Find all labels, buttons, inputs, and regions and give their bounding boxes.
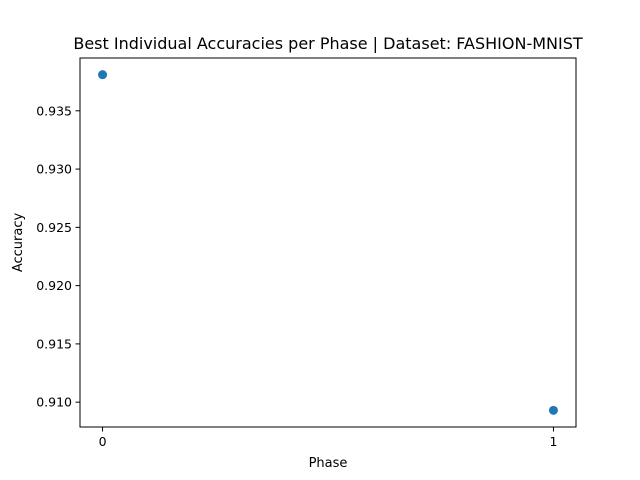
y-tick-label: 0.930 [36,162,72,177]
x-tick-label: 1 [549,434,557,449]
x-axis-label: Phase [309,456,348,471]
y-axis-label: Accuracy [11,213,26,273]
y-tick-label: 0.925 [36,220,72,235]
y-axis: 0.910 0.915 0.920 0.925 0.930 0.935 [36,103,80,410]
chart-title: Best Individual Accuracies per Phase | D… [73,34,583,53]
y-tick-label: 0.920 [36,278,72,293]
x-tick-label: 0 [99,434,107,449]
data-points [98,70,558,415]
y-tick-label: 0.915 [36,336,72,351]
plot-area [79,57,577,428]
data-point [548,405,558,415]
y-tick-label: 0.935 [36,103,72,118]
data-point [98,70,108,80]
y-tick-label: 0.910 [36,395,72,410]
